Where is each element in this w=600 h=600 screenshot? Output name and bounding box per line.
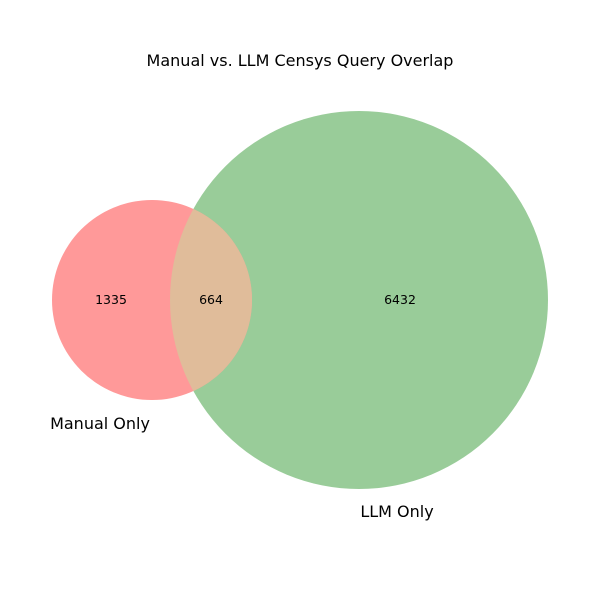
manual-only-count: 1335 (95, 292, 127, 307)
llm-only-count: 6432 (384, 292, 416, 307)
intersection-count: 664 (199, 292, 223, 307)
manual-set-label: Manual Only (50, 414, 150, 433)
venn-circle-llm (170, 111, 548, 489)
chart-title: Manual vs. LLM Censys Query Overlap (147, 51, 454, 70)
llm-set-label: LLM Only (360, 502, 433, 521)
